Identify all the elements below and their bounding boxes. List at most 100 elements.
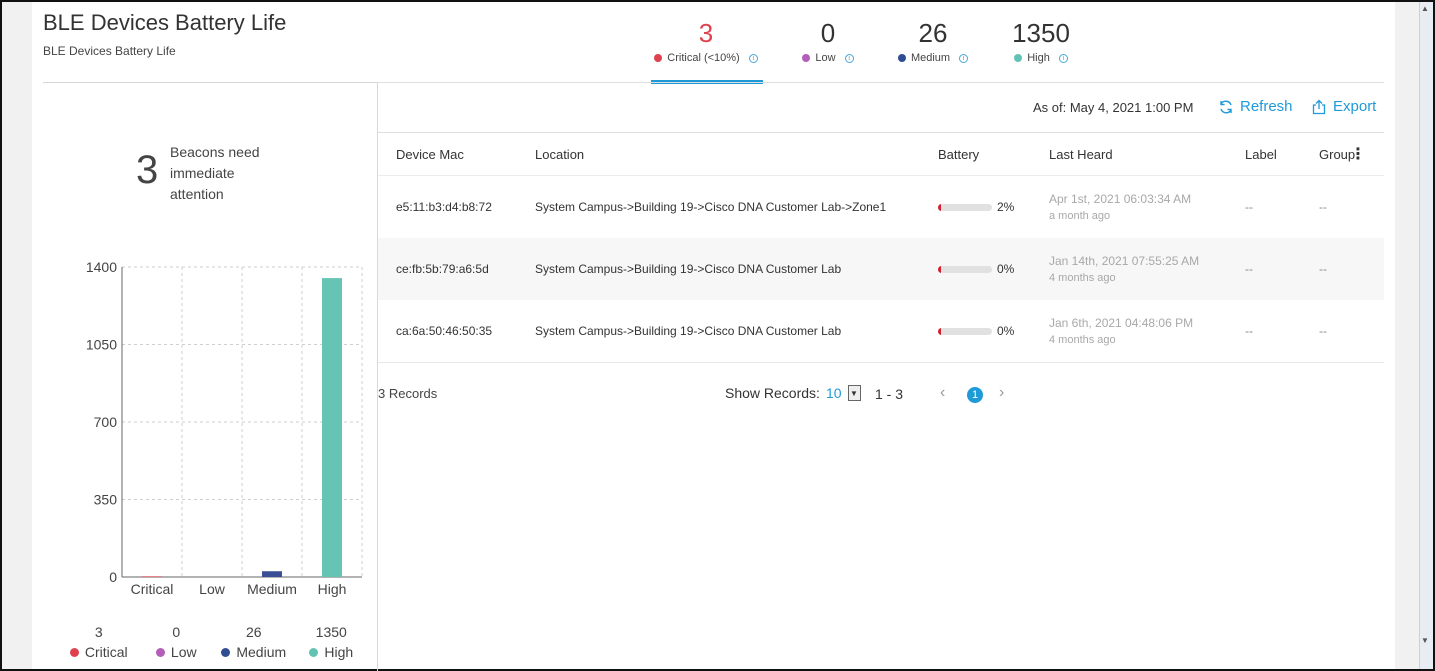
last-heard-relative: a month ago (1049, 210, 1111, 222)
low-label: Low (815, 52, 836, 64)
bar-critical (142, 576, 162, 577)
device-location: System Campus->Building 19->Cisco DNA Cu… (535, 324, 842, 338)
page-size-control: Show Records: 10 ▼ (725, 385, 861, 401)
column-settings-icon[interactable]: ⋮ (1350, 145, 1366, 163)
medium-label: Medium (910, 52, 951, 64)
y-tick-label: 700 (94, 414, 118, 430)
legend-dot (221, 647, 231, 657)
device-mac: ce:fb:5b:79:a6:5d (396, 262, 489, 276)
export-button[interactable]: Export (1311, 98, 1376, 115)
devices-table: Device Mac Location Battery Last Heard L… (378, 132, 1384, 363)
side-panel[interactable]: ▲ ▼ (1419, 2, 1433, 669)
page-subtitle: BLE Devices Battery Life (43, 44, 176, 58)
legend-item-high[interactable]: 1350 High (293, 624, 371, 662)
y-tick-label: 350 (94, 492, 118, 508)
low-dot (802, 54, 811, 62)
column-header[interactable]: Device Mac (396, 146, 464, 162)
legend-name: Low (170, 644, 197, 660)
tab-critical[interactable]: 3 Critical (<10%) i (641, 18, 771, 67)
info-icon[interactable]: i (1058, 53, 1068, 63)
chevron-right-icon[interactable]: › (999, 384, 1005, 401)
right-gutter (1395, 2, 1419, 669)
battery-value: 0% (997, 324, 1015, 338)
battery-bar (938, 327, 992, 335)
page-size-select[interactable]: 10 (825, 385, 842, 401)
legend-dot (155, 647, 165, 657)
chart-legend: 3 Critical 0 Low 26 Medium 1350 High (60, 624, 370, 662)
left-gutter (2, 2, 32, 669)
info-icon[interactable]: i (748, 53, 758, 63)
battery-fill (938, 327, 941, 335)
legend-item-critical[interactable]: 3 Critical (60, 624, 138, 662)
table-row[interactable]: e5:11:b3:d4:b8:72 System Campus->Buildin… (378, 176, 1384, 238)
tab-low[interactable]: 0 Low i (763, 18, 893, 67)
column-header[interactable]: Last Heard (1049, 146, 1113, 162)
chevron-down-icon[interactable]: ▼ (847, 385, 861, 401)
column-header[interactable]: Location (535, 146, 585, 162)
column-header[interactable]: Group (1319, 146, 1356, 162)
column-header[interactable]: Label (1245, 146, 1277, 162)
legend-dot (309, 647, 319, 657)
bar-medium (262, 571, 282, 577)
show-records-label: Show Records: (725, 385, 820, 401)
legend-value: 26 (245, 624, 262, 640)
legend-value: 1350 (315, 624, 347, 640)
legend-item-medium[interactable]: 26 Medium (215, 624, 293, 662)
device-mac: ca:6a:50:46:50:35 (396, 324, 493, 338)
info-icon[interactable]: i (959, 53, 969, 63)
tab-high[interactable]: 1350 High i (976, 18, 1106, 67)
last-heard-time: Jan 14th, 2021 07:55:25 AM (1049, 254, 1200, 268)
legend-item-low[interactable]: 0 Low (138, 624, 216, 662)
battery-fill (938, 265, 941, 273)
refresh-label: Refresh (1240, 98, 1293, 115)
info-icon[interactable]: i (844, 53, 854, 63)
last-heard-time: Jan 6th, 2021 04:48:06 PM (1049, 316, 1194, 330)
page-title: BLE Devices Battery Life (43, 10, 287, 35)
medium-count: 26 (918, 18, 948, 48)
refresh-icon (1220, 100, 1232, 113)
page-button-current[interactable]: 1 (967, 387, 983, 403)
battery-fill (938, 203, 941, 211)
last-heard-time: Apr 1st, 2021 06:03:34 AM (1049, 192, 1192, 206)
column-header[interactable]: Battery (938, 146, 980, 162)
battery-value: 0% (997, 262, 1015, 276)
scroll-up-icon[interactable]: ▲ (1421, 4, 1429, 13)
table-row[interactable]: ca:6a:50:46:50:35 System Campus->Buildin… (378, 300, 1384, 362)
x-tick-label: Low (199, 581, 226, 597)
legend-name: Critical (84, 644, 128, 660)
x-tick-label: Critical (131, 581, 174, 597)
battery-value: 2% (997, 200, 1015, 214)
table-row[interactable]: ce:fb:5b:79:a6:5d System Campus->Buildin… (378, 238, 1384, 300)
records-count: 3 Records (378, 386, 438, 401)
device-group: -- (1319, 324, 1327, 338)
page-range: 1 - 3 (875, 386, 904, 402)
device-group: -- (1319, 200, 1327, 214)
divider (378, 82, 1384, 83)
last-heard-relative: 4 months ago (1049, 334, 1116, 346)
device-mac: e5:11:b3:d4:b8:72 (396, 200, 492, 214)
critical-dot (654, 54, 663, 62)
battery-bar (938, 203, 992, 211)
tab-medium[interactable]: 26 Medium i (868, 18, 998, 67)
device-location: System Campus->Building 19->Cisco DNA Cu… (535, 262, 842, 276)
medium-dot (897, 54, 906, 62)
y-tick-label: 1050 (86, 337, 117, 353)
high-label: High (1027, 52, 1050, 64)
refresh-button[interactable]: Refresh (1218, 98, 1293, 115)
legend-dot (69, 647, 79, 657)
legend-name: High (324, 644, 354, 660)
as-of-timestamp: As of: May 4, 2021 1:00 PM (1033, 100, 1194, 115)
scroll-down-icon[interactable]: ▼ (1421, 636, 1429, 645)
device-location: System Campus->Building 19->Cisco DNA Cu… (535, 200, 887, 214)
chevron-left-icon[interactable]: ‹ (940, 384, 946, 401)
y-tick-label: 1400 (86, 259, 117, 275)
legend-value: 3 (94, 624, 103, 640)
attention-count: 3 (136, 148, 159, 192)
device-group: -- (1319, 262, 1327, 276)
device-label: -- (1245, 324, 1253, 338)
legend-value: 0 (172, 624, 181, 640)
attention-text: Beacons need immediate attention (170, 144, 260, 202)
x-tick-label: High (318, 581, 347, 597)
y-tick-label: 0 (109, 569, 117, 585)
